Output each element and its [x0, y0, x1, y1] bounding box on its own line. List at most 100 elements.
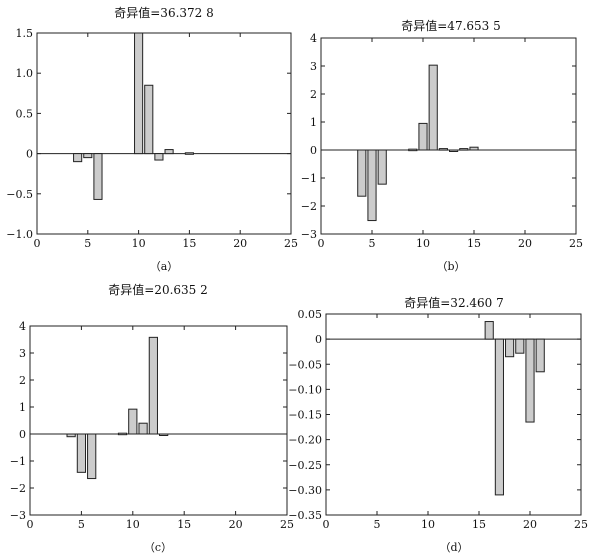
x-tick-label: 20: [229, 518, 243, 531]
x-tick-label: 10: [416, 237, 430, 250]
bar: [525, 338, 535, 423]
bar: [484, 321, 494, 340]
y-tick-label: 1.0: [16, 67, 34, 80]
x-tick-label: 25: [574, 518, 588, 531]
y-tick-label: −0.05: [288, 358, 322, 371]
x-tick-label: 5: [78, 518, 85, 531]
x-tick-label: 10: [421, 518, 435, 531]
x-tick-label: 25: [569, 237, 583, 250]
bar: [438, 148, 448, 151]
y-tick-label: 1.5: [16, 27, 34, 40]
bar: [164, 149, 174, 155]
chart-panel-b: 奇异值=47.653 5 0 5 10 15 20 25 −3 −2 −1 0 1 2 3 4 （b）: [301, 18, 583, 273]
x-tick-label: 5: [369, 237, 376, 250]
bar: [73, 153, 83, 163]
chart-caption: （d）: [439, 541, 468, 554]
y-tick-label: 2: [310, 88, 317, 101]
x-tick-label: 10: [126, 518, 140, 531]
bar: [184, 152, 194, 155]
x-tick-label: 15: [182, 237, 196, 250]
chart-caption: （b）: [436, 260, 465, 273]
chart-caption: （a）: [150, 260, 179, 273]
bar: [117, 432, 128, 436]
bar: [428, 64, 438, 151]
chart-panel-a: 奇异值=36.372 8 0 5 10 15 20 25 −1.0 −0.5 0 0.5 1.0 1.…: [6, 5, 298, 273]
y-tick-label: −0.20: [288, 434, 322, 447]
bar: [144, 84, 154, 155]
y-tick-label: 1: [19, 401, 26, 414]
x-tick-label: 20: [523, 518, 537, 531]
y-tick-label: −0.5: [6, 188, 33, 201]
bar: [138, 422, 148, 435]
x-tick-label: 0: [34, 237, 41, 250]
bar: [459, 148, 469, 151]
y-tick-label: −0.30: [288, 484, 322, 497]
bar: [377, 149, 387, 185]
bar: [357, 149, 367, 197]
bar: [154, 153, 164, 161]
y-tick-label: 2: [19, 374, 26, 387]
plot-frame: [36, 32, 292, 235]
x-tick-label: 5: [84, 237, 91, 250]
bar: [128, 408, 138, 435]
y-tick-label: 0.05: [298, 308, 323, 321]
chart-title: 奇异值=32.460 7: [404, 295, 504, 310]
chart-caption: （c）: [144, 541, 172, 554]
bar: [76, 433, 87, 473]
y-tick-label: 0: [315, 333, 322, 346]
chart-title: 奇异值=20.635 2: [108, 282, 208, 297]
y-tick-label: 3: [310, 60, 317, 73]
bar: [66, 433, 76, 438]
y-tick-label: −1: [301, 172, 317, 185]
bar: [148, 336, 158, 435]
x-tick-label: 15: [472, 518, 486, 531]
y-tick-label: −0.35: [288, 509, 322, 522]
y-tick-label: −0.25: [288, 459, 322, 472]
y-tick-label: −0.15: [288, 409, 322, 422]
x-tick-label: 20: [518, 237, 532, 250]
bar: [418, 122, 428, 151]
bar: [449, 149, 459, 152]
x-tick-label: 5: [374, 518, 381, 531]
y-tick-label: −1: [10, 455, 26, 468]
x-tick-label: 15: [467, 237, 481, 250]
plot-frame: [320, 37, 577, 235]
x-tick-label: 10: [132, 237, 146, 250]
x-tick-label: 20: [233, 237, 247, 250]
bar: [494, 338, 504, 496]
y-tick-label: 4: [310, 32, 317, 45]
bar: [159, 433, 169, 436]
y-tick-label: 3: [19, 347, 26, 360]
plot-frame: [29, 325, 288, 516]
x-tick-label: 25: [280, 518, 294, 531]
chart-panel-c: 奇异值=20.635 2 0 5 10 15 20 25 −3 −2 −1 0 1 2 3 4 （c）: [10, 282, 294, 554]
chart-panel-d: 奇异值=32.460 7 0 5 10 15 20 25 −0.35 −0.30 −0.25 −0…: [288, 295, 588, 554]
chart-title: 奇异值=36.372 8: [114, 5, 214, 20]
bar: [469, 146, 479, 151]
x-tick-label: 0: [323, 518, 330, 531]
y-tick-label: −3: [10, 509, 26, 522]
bar: [87, 433, 97, 480]
x-tick-label: 15: [177, 518, 191, 531]
y-tick-label: 0: [26, 148, 33, 161]
y-tick-label: −1.0: [6, 228, 33, 241]
y-tick-label: −0.10: [288, 383, 322, 396]
x-tick-label: 0: [27, 518, 34, 531]
bar: [515, 338, 525, 354]
bar: [93, 153, 103, 200]
bar: [83, 153, 93, 159]
y-tick-label: −2: [10, 482, 26, 495]
y-tick-label: 0: [19, 428, 26, 441]
chart-title: 奇异值=47.653 5: [401, 18, 501, 33]
bar: [367, 149, 377, 222]
y-tick-label: 0.5: [16, 107, 34, 120]
x-tick-label: 0: [318, 237, 325, 250]
bar: [535, 338, 545, 373]
y-tick-label: 1: [310, 116, 317, 129]
x-tick-label: 25: [284, 237, 298, 250]
y-tick-label: 4: [19, 320, 26, 333]
y-tick-label: −2: [301, 200, 317, 213]
bar: [505, 338, 515, 358]
bar: [408, 148, 418, 152]
